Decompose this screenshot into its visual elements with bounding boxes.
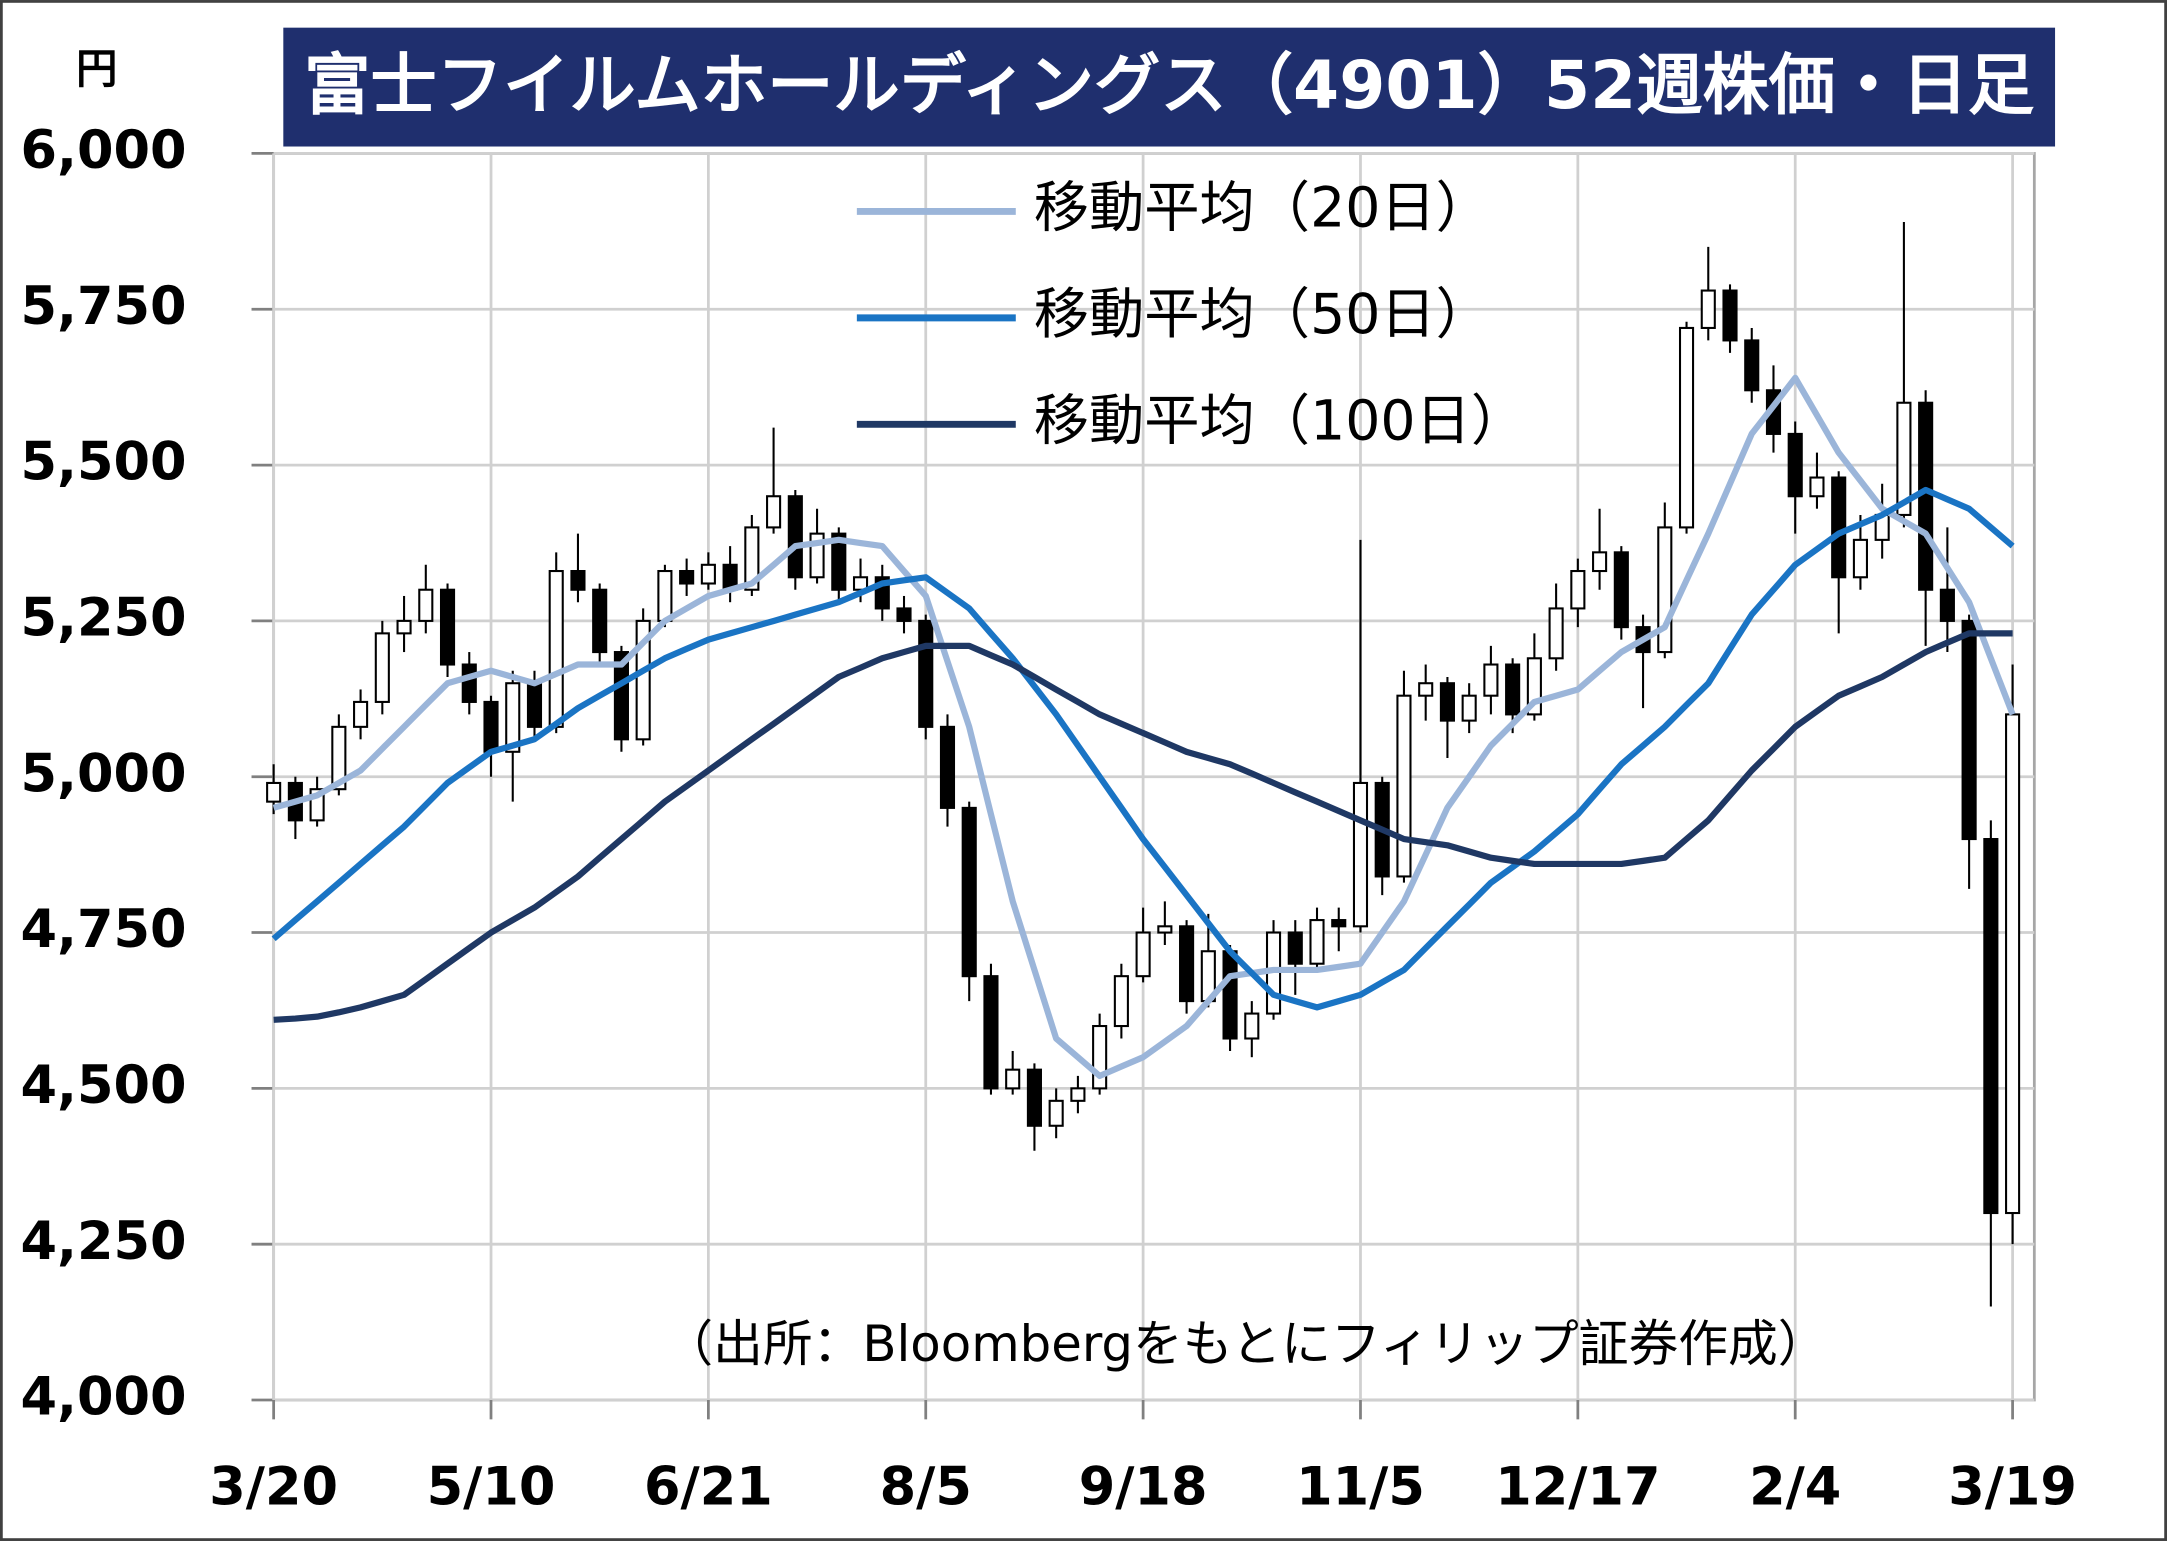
candle-body — [1113, 975, 1129, 1028]
candle-body — [1309, 919, 1325, 965]
candle-body — [1418, 682, 1434, 697]
candle-body — [1352, 781, 1369, 928]
candle-body — [1005, 1068, 1021, 1090]
candle-body — [1983, 838, 1999, 1215]
candle-body — [1896, 401, 1912, 516]
candle-body — [1287, 931, 1303, 965]
candle-body — [1222, 950, 1238, 1040]
y-tick-label: 5,500 — [21, 432, 187, 493]
candle-body — [526, 682, 543, 728]
candle-body — [657, 569, 673, 622]
ma-line — [273, 630, 2013, 1023]
candle-body — [1744, 339, 1760, 392]
candle-body — [918, 619, 934, 728]
candle-body — [1396, 694, 1412, 878]
legend-label: 移動平均（50日） — [1034, 283, 1491, 347]
candle-body — [1483, 663, 1499, 697]
candle-body — [787, 495, 803, 579]
candle-body — [1570, 569, 1586, 610]
y-tick-label: 4,000 — [21, 1367, 187, 1428]
candle-body — [570, 569, 586, 591]
candle-body — [939, 725, 956, 809]
candle-body — [635, 619, 651, 741]
candle-body — [461, 663, 477, 703]
candle-body — [1613, 551, 1629, 629]
chart-title: 富士フイルムホールディングス（4901）52週株価・日足 — [304, 46, 2034, 124]
candle-body — [961, 806, 977, 978]
legend-label: 移動平均（20日） — [1034, 177, 1491, 241]
candle-body — [1461, 694, 1477, 722]
candle-body — [1048, 1099, 1064, 1127]
candle-body — [331, 725, 347, 791]
candle-body — [744, 526, 760, 591]
candle-body — [831, 532, 847, 591]
x-tick-label: 3/20 — [209, 1456, 338, 1517]
candle-body — [1244, 1012, 1260, 1040]
y-tick-label: 5,250 — [21, 588, 187, 649]
candle-body — [396, 619, 412, 635]
x-tick-label: 11/5 — [1296, 1456, 1425, 1517]
candle-body — [1939, 588, 1955, 622]
candle-body — [548, 569, 564, 728]
candle-body — [1700, 289, 1716, 329]
candle-body — [1852, 538, 1868, 579]
candle-body — [613, 651, 629, 741]
candle-body — [1157, 925, 1173, 934]
candle-body — [505, 682, 521, 753]
candle-body — [2005, 713, 2021, 1215]
source-note: （出所：Bloombergをもとにフィリップ証券作成） — [663, 1315, 1827, 1373]
candle-body — [1831, 476, 1847, 579]
y-tick-label: 4,500 — [21, 1055, 187, 1116]
candle-body — [1331, 919, 1347, 928]
candle-body — [1026, 1068, 1042, 1127]
candle-body — [592, 588, 608, 654]
candle-body — [1135, 931, 1151, 978]
y-tick-label: 4,250 — [21, 1211, 187, 1272]
candle-body — [266, 781, 282, 803]
candle-body — [353, 700, 369, 728]
candle-body — [1722, 289, 1738, 342]
candle-body — [766, 495, 782, 529]
x-tick-label: 6/21 — [644, 1456, 773, 1517]
candle-body — [1678, 326, 1695, 529]
candle-body — [1961, 619, 1977, 841]
candle-body — [1548, 607, 1564, 660]
candle-body — [896, 607, 912, 622]
candle-body — [1592, 551, 1608, 573]
candle-body — [1787, 432, 1803, 498]
x-tick-label: 9/18 — [1079, 1456, 1208, 1517]
x-tick-label: 12/17 — [1495, 1456, 1660, 1517]
legend-label: 移動平均（100日） — [1034, 389, 1526, 453]
candle-body — [1070, 1087, 1086, 1102]
ma-line — [271, 486, 2015, 1011]
candle-body — [679, 569, 695, 585]
x-tick-label: 8/5 — [880, 1456, 972, 1517]
ma-line — [272, 374, 2016, 1080]
y-tick-label: 6,000 — [21, 120, 187, 181]
y-tick-label: 5,750 — [21, 276, 187, 337]
title-box — [283, 27, 2056, 147]
candle-body — [1918, 401, 1934, 591]
candle-body — [1439, 682, 1455, 722]
x-tick-label: 2/4 — [1749, 1456, 1841, 1517]
candle-body — [439, 588, 456, 666]
candle-body — [418, 588, 434, 622]
y-unit: 円 — [76, 45, 117, 93]
candle-body — [374, 632, 390, 703]
candle-body — [1809, 476, 1825, 498]
candle-body — [983, 975, 999, 1090]
x-tick-label: 3/19 — [1948, 1456, 2077, 1517]
x-tick-label: 5/10 — [427, 1456, 556, 1517]
candle-body — [483, 700, 499, 753]
y-tick-label: 5,000 — [21, 743, 187, 804]
y-tick-label: 4,750 — [21, 899, 187, 960]
candle-body — [1179, 925, 1195, 1003]
candle-body — [700, 563, 716, 585]
candle-body — [1505, 663, 1521, 716]
